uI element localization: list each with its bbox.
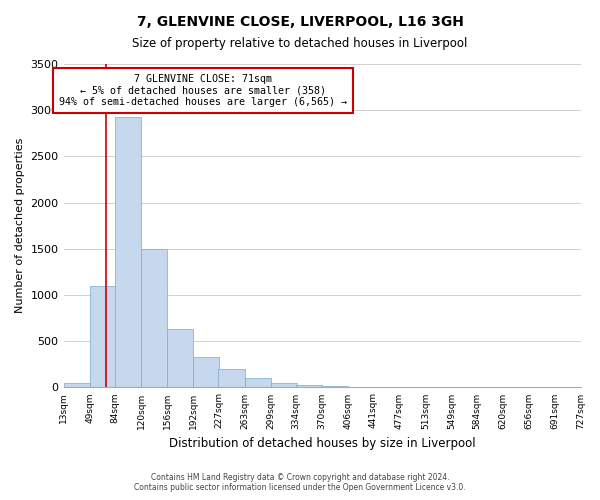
Bar bbox=[167, 329, 193, 388]
Bar bbox=[64, 383, 89, 388]
Bar bbox=[348, 386, 374, 388]
Text: Size of property relative to detached houses in Liverpool: Size of property relative to detached ho… bbox=[133, 38, 467, 51]
Bar bbox=[271, 383, 296, 388]
X-axis label: Distribution of detached houses by size in Liverpool: Distribution of detached houses by size … bbox=[169, 437, 475, 450]
Bar bbox=[296, 384, 322, 388]
Y-axis label: Number of detached properties: Number of detached properties bbox=[15, 138, 25, 314]
Text: 7 GLENVINE CLOSE: 71sqm
← 5% of detached houses are smaller (358)
94% of semi-de: 7 GLENVINE CLOSE: 71sqm ← 5% of detached… bbox=[59, 74, 347, 108]
Bar bbox=[218, 369, 245, 388]
Bar bbox=[245, 378, 271, 388]
Bar bbox=[141, 249, 167, 388]
Bar bbox=[89, 286, 116, 388]
Bar bbox=[193, 357, 219, 388]
Text: Contains HM Land Registry data © Crown copyright and database right 2024.
Contai: Contains HM Land Registry data © Crown c… bbox=[134, 473, 466, 492]
Bar bbox=[115, 116, 141, 388]
Text: 7, GLENVINE CLOSE, LIVERPOOL, L16 3GH: 7, GLENVINE CLOSE, LIVERPOOL, L16 3GH bbox=[137, 15, 463, 29]
Bar bbox=[322, 386, 348, 388]
